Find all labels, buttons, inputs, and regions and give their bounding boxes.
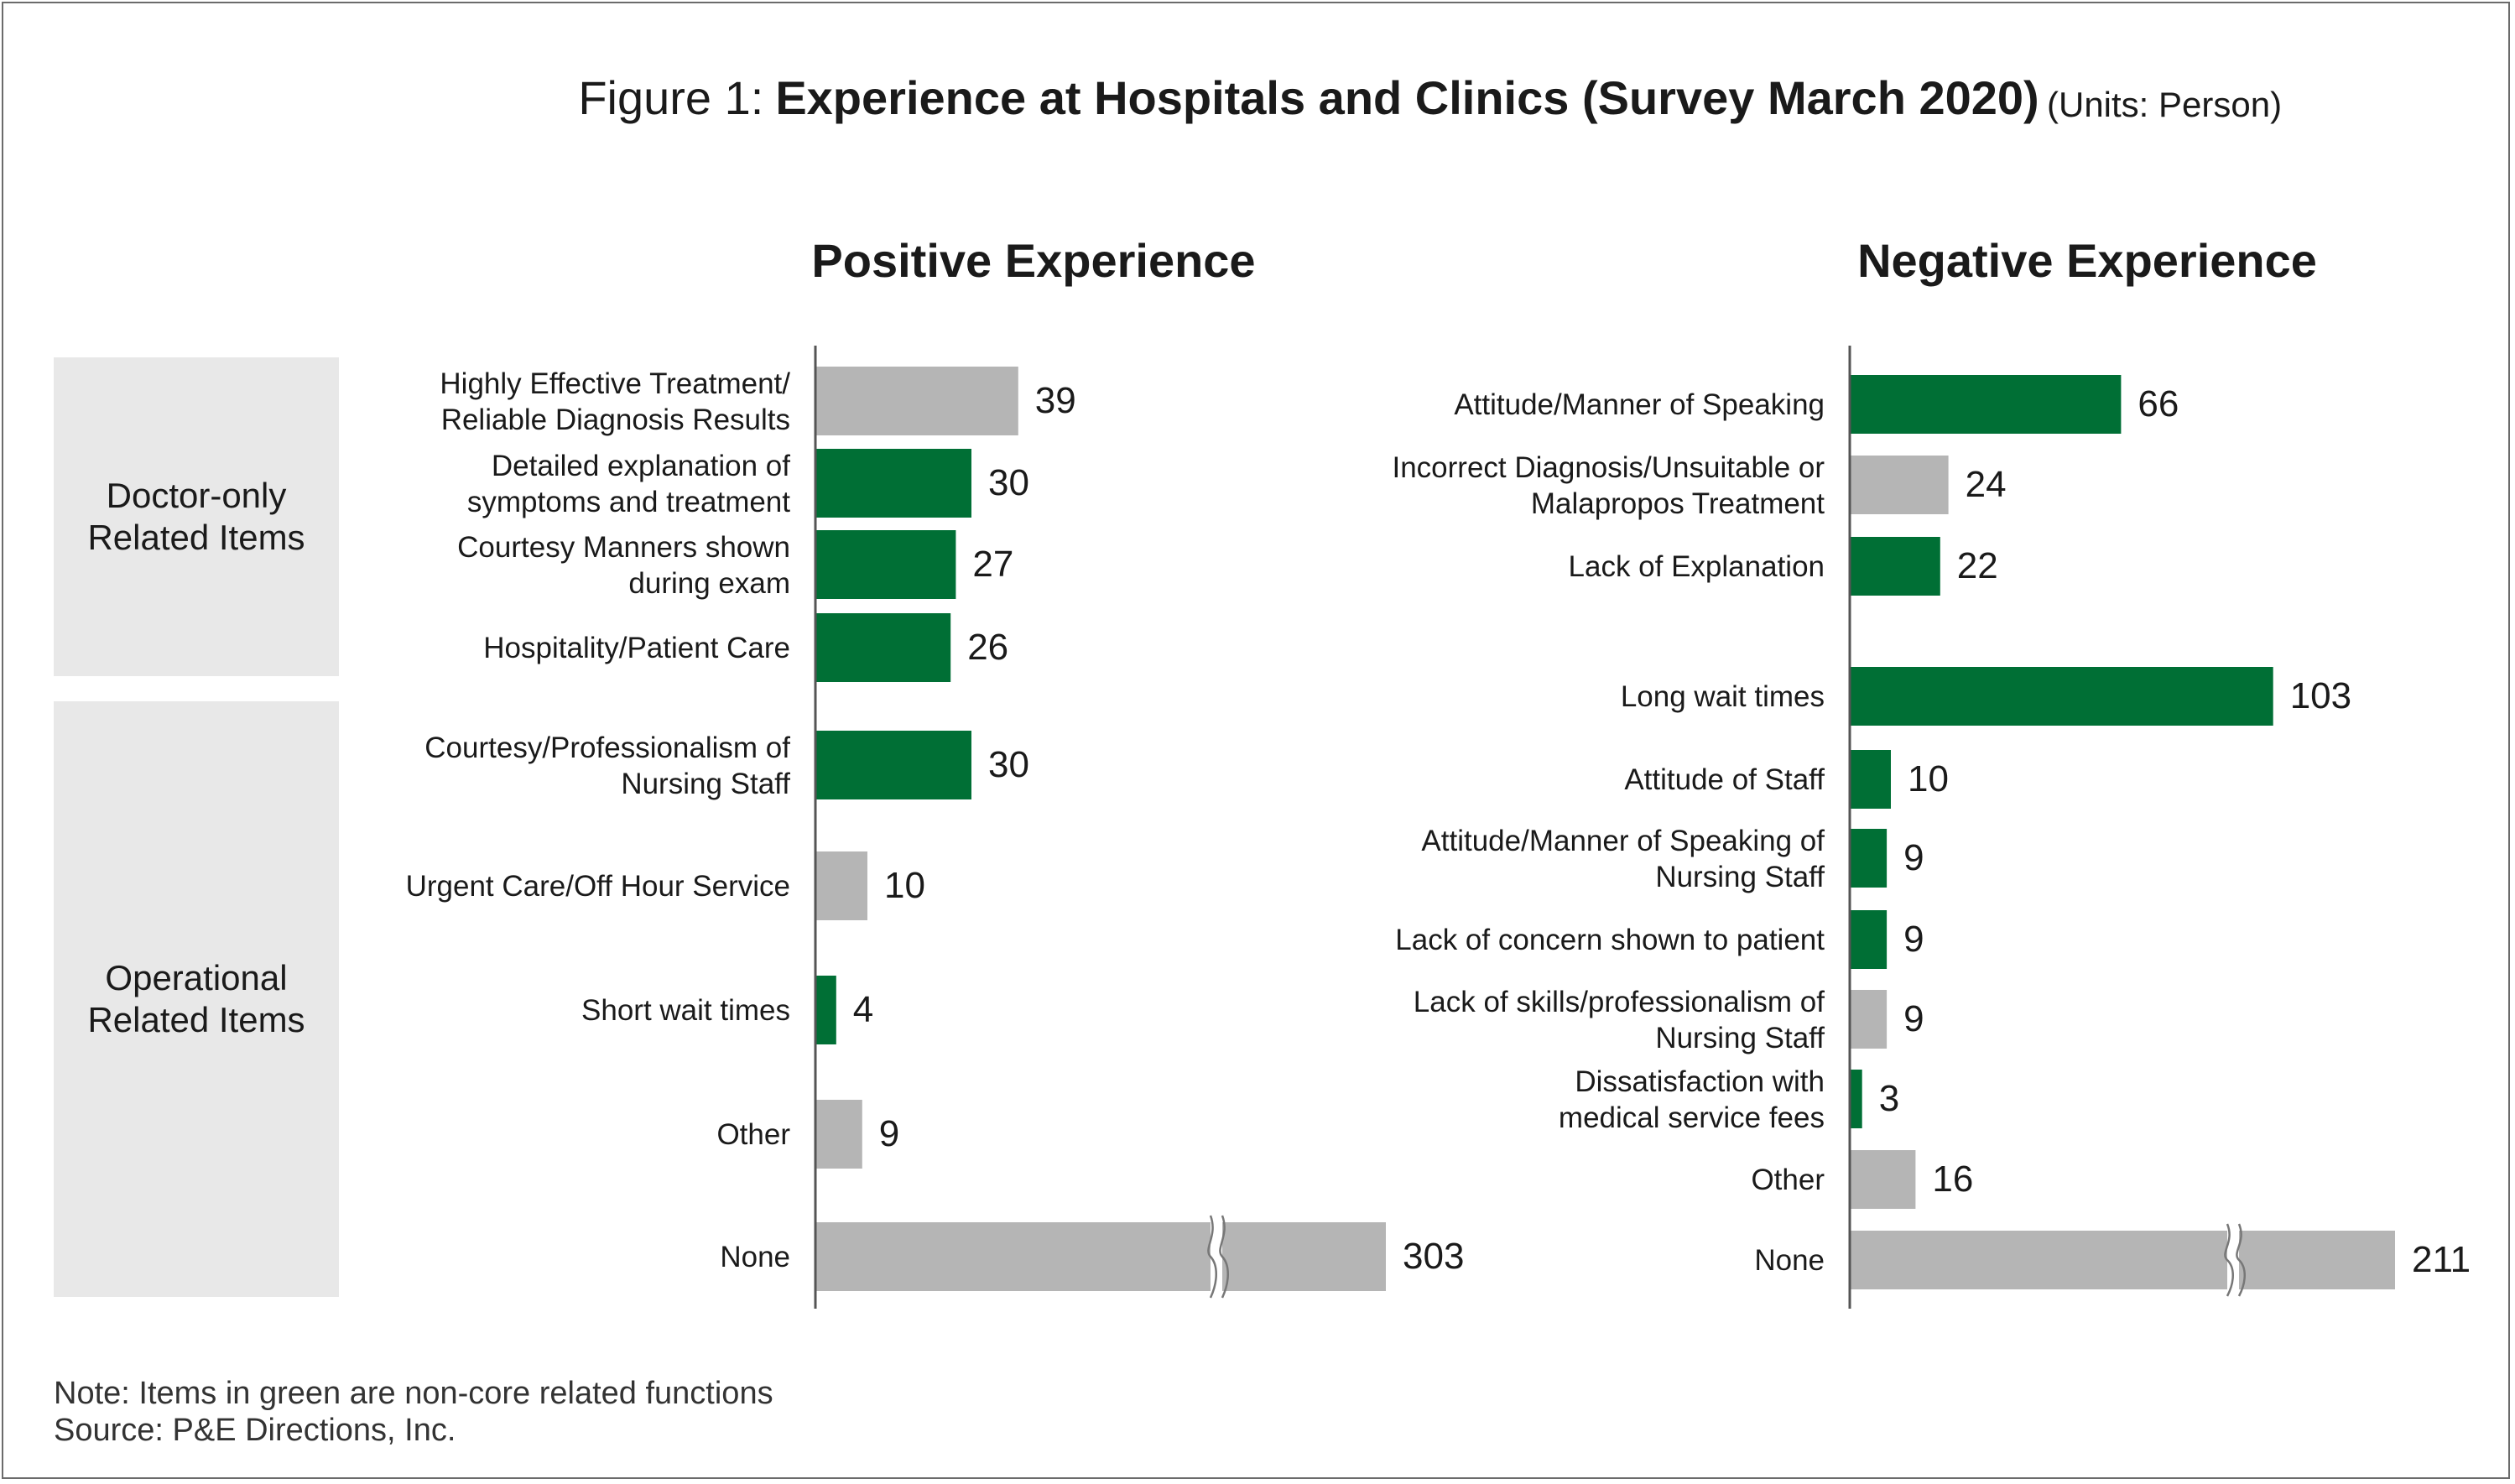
data-label: 16 xyxy=(1932,1159,1973,1200)
category-label: Urgent Care/Off Hour Service xyxy=(406,870,790,903)
data-label: 303 xyxy=(1403,1236,1464,1277)
bar xyxy=(1850,456,1949,514)
bar xyxy=(1850,537,1940,596)
category-label: Detailed explanation of xyxy=(492,450,790,482)
category-label: Reliable Diagnosis Results xyxy=(441,404,790,436)
footnote-source: Source: P&E Directions, Inc. xyxy=(54,1413,456,1448)
axis-break-mark xyxy=(1219,1215,1229,1299)
category-label: Incorrect Diagnosis/Unsuitable or xyxy=(1392,451,1825,484)
positive-chart: Positive Experience 39 Highly Effective Tr… xyxy=(406,234,1464,1309)
group-label: Related Items xyxy=(87,1000,305,1039)
negative-chart: Negative Experience 66 Attitude/Manner of … xyxy=(1392,234,2471,1309)
bar xyxy=(1850,829,1888,888)
data-label: 9 xyxy=(1903,837,1924,878)
bar xyxy=(815,851,867,920)
bar xyxy=(1850,910,1888,969)
data-label: 211 xyxy=(2412,1239,2471,1280)
bar xyxy=(815,367,1018,435)
category-label: Nursing Staff xyxy=(621,768,790,800)
axis-break-mark xyxy=(2224,1223,2234,1297)
axis-break-mark xyxy=(1207,1215,1217,1299)
data-label: 3 xyxy=(1879,1078,1899,1119)
bar xyxy=(815,613,951,682)
category-label: Lack of skills/professionalism of xyxy=(1414,986,1825,1018)
bar xyxy=(1850,375,2122,434)
bar xyxy=(815,530,956,599)
bar xyxy=(815,976,836,1044)
panel-title: Positive Experience xyxy=(811,234,1255,287)
category-label: during exam xyxy=(628,567,790,600)
category-label: Hospitality/Patient Care xyxy=(483,632,790,664)
data-label: 10 xyxy=(1908,758,1949,799)
data-label: 9 xyxy=(1903,919,1924,960)
bar xyxy=(1850,667,2273,726)
figure-title: Figure 1: Experience at Hospitals and Cli… xyxy=(578,71,2039,124)
bar xyxy=(1850,750,1891,809)
bar xyxy=(1850,1231,2395,1289)
figure-title-main: Experience at Hospitals and Clinics (Sur… xyxy=(775,71,2039,124)
category-label: Other xyxy=(1751,1164,1825,1196)
category-label: Short wait times xyxy=(581,994,790,1027)
group-label: Doctor-only xyxy=(107,476,287,515)
units-label: (Units: Person) xyxy=(2047,85,2282,124)
bar xyxy=(1850,1150,1916,1209)
group-label: Related Items xyxy=(87,518,305,557)
category-label: None xyxy=(1754,1244,1825,1277)
category-label: Nursing Staff xyxy=(1655,1022,1825,1054)
group-box xyxy=(54,701,339,1297)
category-label: symptoms and treatment xyxy=(467,486,790,518)
data-label: 9 xyxy=(1903,998,1924,1039)
data-label: 22 xyxy=(1957,545,1998,586)
figure-title-prefix: Figure 1: xyxy=(578,71,763,124)
category-label: Lack of Explanation xyxy=(1569,550,1825,583)
data-label: 66 xyxy=(2137,383,2179,424)
footnote-note: Note: Items in green are non-core relate… xyxy=(54,1376,773,1411)
data-label: 26 xyxy=(967,627,1008,668)
category-label: Malapropos Treatment xyxy=(1531,487,1825,520)
category-label: Attitude of Staff xyxy=(1624,763,1825,796)
category-label: Lack of concern shown to patient xyxy=(1395,924,1825,956)
category-label: Nursing Staff xyxy=(1655,861,1825,893)
data-label: 30 xyxy=(988,462,1029,503)
bar xyxy=(815,449,971,518)
data-label: 30 xyxy=(988,744,1029,785)
category-label: Other xyxy=(716,1118,790,1151)
category-label: Dissatisfaction with xyxy=(1575,1065,1825,1098)
data-label: 9 xyxy=(879,1113,899,1154)
data-label: 39 xyxy=(1035,380,1076,421)
panel-title: Negative Experience xyxy=(1857,234,2317,287)
bar xyxy=(1850,990,1888,1049)
category-label: Attitude/Manner of Speaking of xyxy=(1421,825,1825,857)
category-label: Highly Effective Treatment/ xyxy=(440,367,790,400)
axis-break-gap xyxy=(2227,1224,2239,1296)
bar xyxy=(815,731,971,799)
category-label: Courtesy Manners shown xyxy=(457,531,790,564)
data-label: 4 xyxy=(853,989,873,1030)
data-label: 27 xyxy=(972,544,1013,585)
axis-break-mark xyxy=(2236,1223,2246,1297)
group-label: Operational xyxy=(105,958,287,997)
category-label: None xyxy=(720,1241,790,1273)
bar xyxy=(815,1100,862,1169)
category-label: Attitude/Manner of Speaking xyxy=(1454,388,1825,421)
category-label: Courtesy/Professionalism of xyxy=(424,732,790,764)
data-label: 10 xyxy=(884,865,925,906)
data-label: 24 xyxy=(1966,464,2007,505)
bar xyxy=(1850,1070,1862,1128)
category-label: Long wait times xyxy=(1621,680,1825,713)
group-box xyxy=(54,357,339,676)
data-label: 103 xyxy=(2290,675,2351,716)
category-label: medical service fees xyxy=(1559,1101,1825,1134)
axis-break-gap xyxy=(1211,1216,1222,1298)
bar xyxy=(815,1222,1386,1291)
